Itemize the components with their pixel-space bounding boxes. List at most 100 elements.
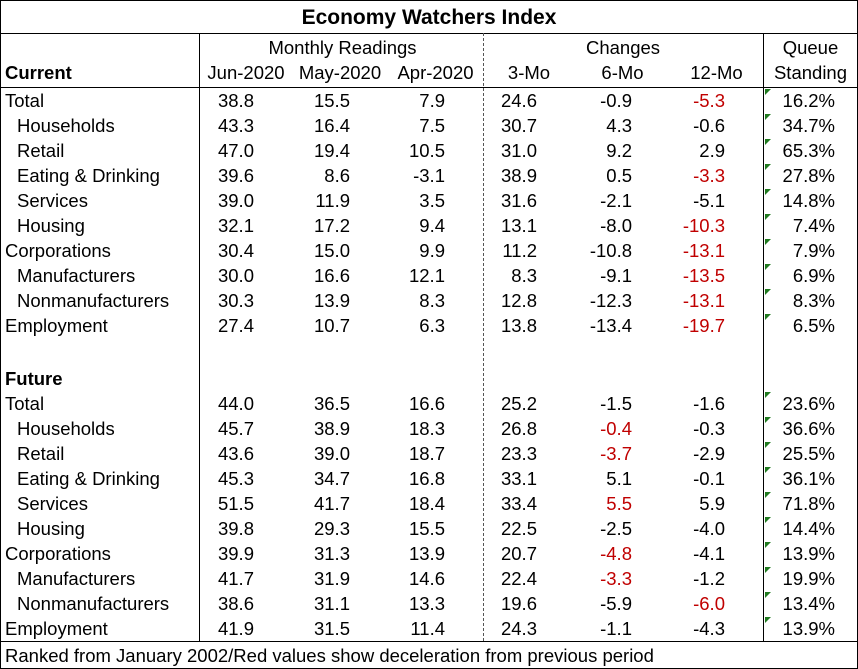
future-cell-3-mo: 33.4 [500, 493, 537, 514]
future-cell-12-mo: -2.9 [693, 443, 725, 464]
current-cell-apr-2020: 9.4 [419, 215, 445, 236]
current-cell-3-mo: 11.2 [502, 240, 537, 261]
future-cell-jun-2020: 44.0 [217, 393, 254, 414]
future-cell-may-2020: 29.3 [313, 518, 350, 539]
future-cell-may-2020: 31.9 [313, 568, 350, 589]
section-label-current: Current [5, 62, 72, 83]
future-cell-queue-standing: 36.1% [782, 468, 835, 489]
future-cell-12-mo: -1.6 [693, 393, 725, 414]
current-cell-jun-2020: 38.8 [217, 90, 254, 111]
current-cell-12-mo: -3.3 [693, 165, 725, 186]
cell-comment-marker-icon [765, 314, 771, 320]
current-cell-12-mo: -10.3 [682, 215, 725, 236]
cell-comment-marker-icon [765, 289, 771, 295]
future-cell-12-mo: -4.1 [693, 543, 725, 564]
future-cell-3-mo: 24.3 [500, 618, 537, 639]
column-header-may-2020: May-2020 [298, 62, 382, 83]
future-cell-12-mo: -4.0 [693, 518, 725, 539]
future-cell-queue-standing: 71.8% [782, 493, 835, 514]
future-cell-3-mo: 22.5 [500, 518, 537, 539]
current-cell-jun-2020: 30.0 [217, 265, 254, 286]
cell-comment-marker-icon [765, 592, 771, 598]
future-cell-6-mo: -4.8 [600, 543, 632, 564]
queue-divider [763, 33, 764, 641]
changes-divider [483, 33, 484, 641]
current-cell-apr-2020: 7.5 [419, 115, 445, 136]
column-header-3-mo: 3-Mo [507, 62, 551, 83]
header-changes: Changes [585, 37, 661, 58]
current-cell-queue-standing: 6.5% [792, 315, 835, 336]
header-monthly-readings: Monthly Readings [268, 37, 417, 58]
current-cell-queue-standing: 27.8% [782, 165, 835, 186]
current-cell-queue-standing: 34.7% [782, 115, 835, 136]
future-cell-apr-2020: 18.3 [408, 418, 445, 439]
future-cell-jun-2020: 39.9 [217, 543, 254, 564]
future-cell-may-2020: 38.9 [313, 418, 350, 439]
column-header-jun-2020: Jun-2020 [207, 62, 285, 83]
current-row-label: Corporations [5, 240, 111, 261]
current-cell-may-2020: 15.0 [313, 240, 350, 261]
future-row-label: Employment [5, 618, 108, 639]
cell-comment-marker-icon [765, 492, 771, 498]
future-cell-12-mo: -0.1 [693, 468, 725, 489]
current-cell-6-mo: -13.4 [589, 315, 632, 336]
future-cell-may-2020: 41.7 [313, 493, 350, 514]
current-cell-may-2020: 10.7 [313, 315, 350, 336]
current-cell-12-mo: -13.1 [682, 290, 725, 311]
current-cell-12-mo: -13.5 [682, 265, 725, 286]
cell-comment-marker-icon [765, 264, 771, 270]
footnote: Ranked from January 2002/Red values show… [5, 645, 654, 666]
current-row-label: Retail [17, 140, 65, 161]
header-queue: Queue [782, 37, 839, 58]
cell-comment-marker-icon [765, 517, 771, 523]
current-cell-6-mo: -10.8 [589, 240, 632, 261]
cell-comment-marker-icon [765, 214, 771, 220]
current-cell-may-2020: 13.9 [313, 290, 350, 311]
cell-comment-marker-icon [765, 467, 771, 473]
future-cell-apr-2020: 13.9 [408, 543, 445, 564]
future-row-label: Households [17, 418, 115, 439]
future-cell-12-mo: -1.2 [693, 568, 725, 589]
current-cell-jun-2020: 39.6 [217, 165, 254, 186]
cell-comment-marker-icon [765, 442, 771, 448]
current-cell-3-mo: 31.6 [500, 190, 537, 211]
future-cell-queue-standing: 13.9% [782, 618, 835, 639]
footer-divider [0, 641, 858, 642]
current-cell-3-mo: 13.8 [500, 315, 537, 336]
current-cell-12-mo: -0.6 [693, 115, 725, 136]
current-cell-12-mo: 2.9 [699, 140, 725, 161]
future-cell-6-mo: 5.1 [606, 468, 632, 489]
current-row-label: Households [17, 115, 115, 136]
current-cell-3-mo: 13.1 [500, 215, 537, 236]
cell-comment-marker-icon [765, 392, 771, 398]
future-row-label: Eating & Drinking [17, 468, 160, 489]
current-row-label: Services [17, 190, 88, 211]
current-cell-12-mo: -5.1 [693, 190, 725, 211]
current-cell-jun-2020: 39.0 [217, 190, 254, 211]
future-cell-queue-standing: 13.9% [782, 543, 835, 564]
future-cell-6-mo: -2.5 [600, 518, 632, 539]
future-row-label: Nonmanufacturers [17, 593, 170, 614]
future-row-label: Manufacturers [17, 568, 136, 589]
future-cell-3-mo: 26.8 [500, 418, 537, 439]
future-cell-12-mo: -4.3 [693, 618, 725, 639]
future-cell-jun-2020: 45.7 [217, 418, 254, 439]
cell-comment-marker-icon [765, 542, 771, 548]
future-cell-6-mo: -0.4 [600, 418, 632, 439]
future-cell-may-2020: 31.3 [313, 543, 350, 564]
cell-comment-marker-icon [765, 417, 771, 423]
border-top [0, 0, 858, 1]
future-cell-apr-2020: 11.4 [410, 618, 445, 639]
future-cell-apr-2020: 16.6 [408, 393, 445, 414]
future-cell-6-mo: -3.7 [600, 443, 632, 464]
current-cell-6-mo: -8.0 [600, 215, 632, 236]
future-cell-jun-2020: 38.6 [217, 593, 254, 614]
current-cell-apr-2020: 10.5 [408, 140, 445, 161]
current-cell-may-2020: 16.6 [313, 265, 350, 286]
future-cell-queue-standing: 19.9% [782, 568, 835, 589]
future-cell-may-2020: 34.7 [313, 468, 350, 489]
column-header-apr-2020: Apr-2020 [397, 62, 474, 83]
column-header-12-mo: 12-Mo [690, 62, 743, 83]
future-cell-queue-standing: 36.6% [782, 418, 835, 439]
